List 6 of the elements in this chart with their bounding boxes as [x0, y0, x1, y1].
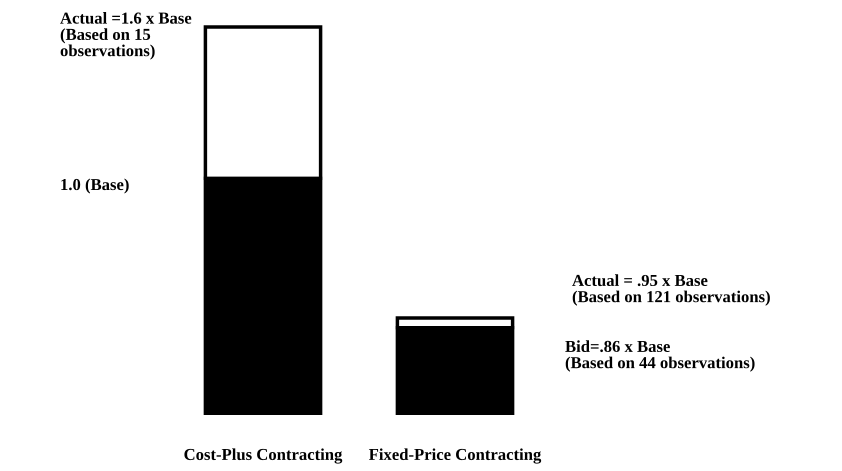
annotation: Actual =1.6 x Base (Based on 15 observations): [60, 12, 192, 60]
text: Actual = .95 x Base (Based on 121 observations): [572, 274, 770, 306]
x-tick-label: Fixed-Price Contracting: [368, 448, 542, 464]
x-tick-label: Cost-Plus Contracting: [184, 448, 342, 464]
text: Bid=.86 x Base (Based on 44 observations): [565, 340, 755, 372]
text: 1.0 (Base): [61, 178, 129, 194]
